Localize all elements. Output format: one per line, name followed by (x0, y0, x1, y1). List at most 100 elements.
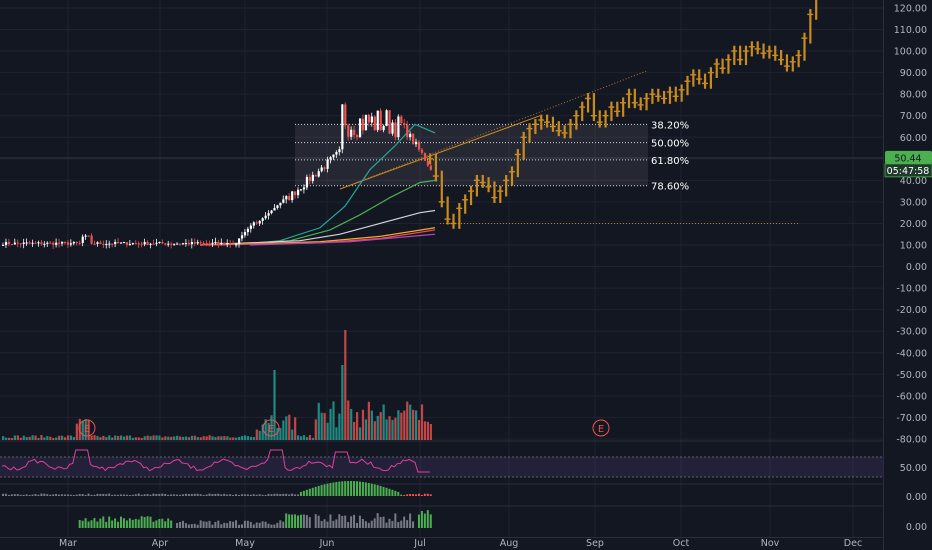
volume-bar (190, 435, 193, 440)
fib-label: 78.60% (651, 182, 689, 193)
volume-bar (220, 436, 223, 440)
macd-bar (329, 482, 332, 496)
volume-bar (31, 435, 34, 440)
projection-bar (575, 110, 578, 130)
candle (63, 242, 67, 244)
macd-bar (388, 488, 391, 496)
macd-bar (341, 481, 344, 496)
macd-bar (376, 485, 379, 496)
osc-bar (120, 516, 122, 528)
candle (379, 110, 382, 131)
candle (350, 129, 353, 137)
volume-bar (81, 420, 84, 440)
candle (69, 243, 73, 245)
candle (282, 199, 285, 203)
macd-bar (314, 486, 317, 496)
macd-bar (208, 493, 211, 496)
candle (291, 191, 294, 201)
osc-bar (84, 518, 87, 528)
macd-bar (179, 494, 181, 496)
osc-bar (179, 521, 181, 528)
time-axis[interactable]: Mar Apr May Jun Jul Aug Sep Oct Nov Dec (59, 538, 862, 549)
osc-bar (196, 524, 199, 528)
candle (229, 243, 232, 245)
volume-bar (388, 416, 391, 440)
macd-bar (184, 493, 187, 496)
volume-bar (69, 435, 73, 440)
candle (238, 238, 241, 244)
projection-bar (674, 86, 677, 102)
candle (176, 243, 179, 245)
projection-bar (481, 174, 484, 188)
osc-bar (288, 514, 291, 528)
fib-label: 61.80% (651, 156, 689, 167)
candle (273, 207, 276, 211)
candle (81, 236, 84, 243)
candle (66, 242, 70, 245)
volume-bar (255, 429, 258, 440)
volume-bar (128, 435, 132, 440)
macd-bar (403, 494, 406, 496)
candle (120, 242, 123, 244)
price-tick-label: 110.00 (894, 25, 927, 36)
macd-bar (249, 494, 252, 496)
candle (338, 149, 341, 153)
volume-bar (140, 437, 143, 440)
time-tick-label: Oct (673, 538, 690, 549)
projection-bar (446, 196, 449, 225)
candles[interactable] (2, 102, 432, 250)
osc-bar (255, 522, 258, 528)
price-tick-label: 120.00 (894, 3, 927, 14)
candle (46, 242, 49, 244)
projection-bars[interactable] (427, 0, 819, 229)
volume-bar (326, 422, 329, 440)
projection-bar (557, 121, 560, 137)
time-tick-label: Aug (500, 538, 519, 549)
volume-bar (173, 436, 176, 440)
macd-bar (37, 494, 40, 496)
macd-bar (173, 494, 176, 496)
candle (249, 225, 252, 229)
macd-bar (356, 481, 358, 496)
volume-bar (125, 435, 129, 440)
volume-bar (243, 435, 247, 440)
candle (394, 122, 397, 138)
projection-bar (739, 45, 742, 66)
candle (258, 220, 261, 224)
macd-bar (205, 494, 208, 496)
volume-bar (294, 417, 297, 440)
volume-bar (367, 401, 370, 440)
macd-bar (102, 493, 105, 496)
earnings-marker-circle (262, 419, 280, 437)
osc-tick-label: 0.00 (906, 522, 927, 533)
macd-bar (232, 494, 235, 496)
candle (358, 118, 362, 138)
osc-bar (176, 523, 179, 528)
volume-bar (208, 435, 211, 440)
macd-bar (385, 487, 388, 496)
candle (409, 133, 412, 138)
osc-bar (338, 514, 341, 528)
volume-bar (75, 423, 78, 440)
projection-bar (815, 0, 818, 20)
macd-bar (13, 494, 16, 496)
candle (385, 110, 388, 126)
candle (311, 174, 314, 182)
volume-bar (164, 436, 167, 440)
volume-bar (320, 412, 323, 440)
volume-bar (137, 437, 140, 440)
volume-bar (117, 436, 120, 440)
price-axis[interactable]: 120.00 110.00 100.00 90.00 80.00 70.00 60.00 50… (894, 3, 927, 533)
fibonacci-retracement[interactable]: 38.20% 50.00% 61.80% 78.60% (295, 69, 800, 224)
macd-bar (75, 494, 78, 496)
volume-bar (397, 410, 400, 440)
candle (326, 159, 329, 169)
volume-bar (49, 436, 52, 440)
macd-bar (220, 494, 223, 496)
osc-bar (282, 521, 285, 528)
macd-bar (255, 494, 258, 496)
osc-bar (137, 519, 140, 528)
candle (155, 242, 158, 244)
